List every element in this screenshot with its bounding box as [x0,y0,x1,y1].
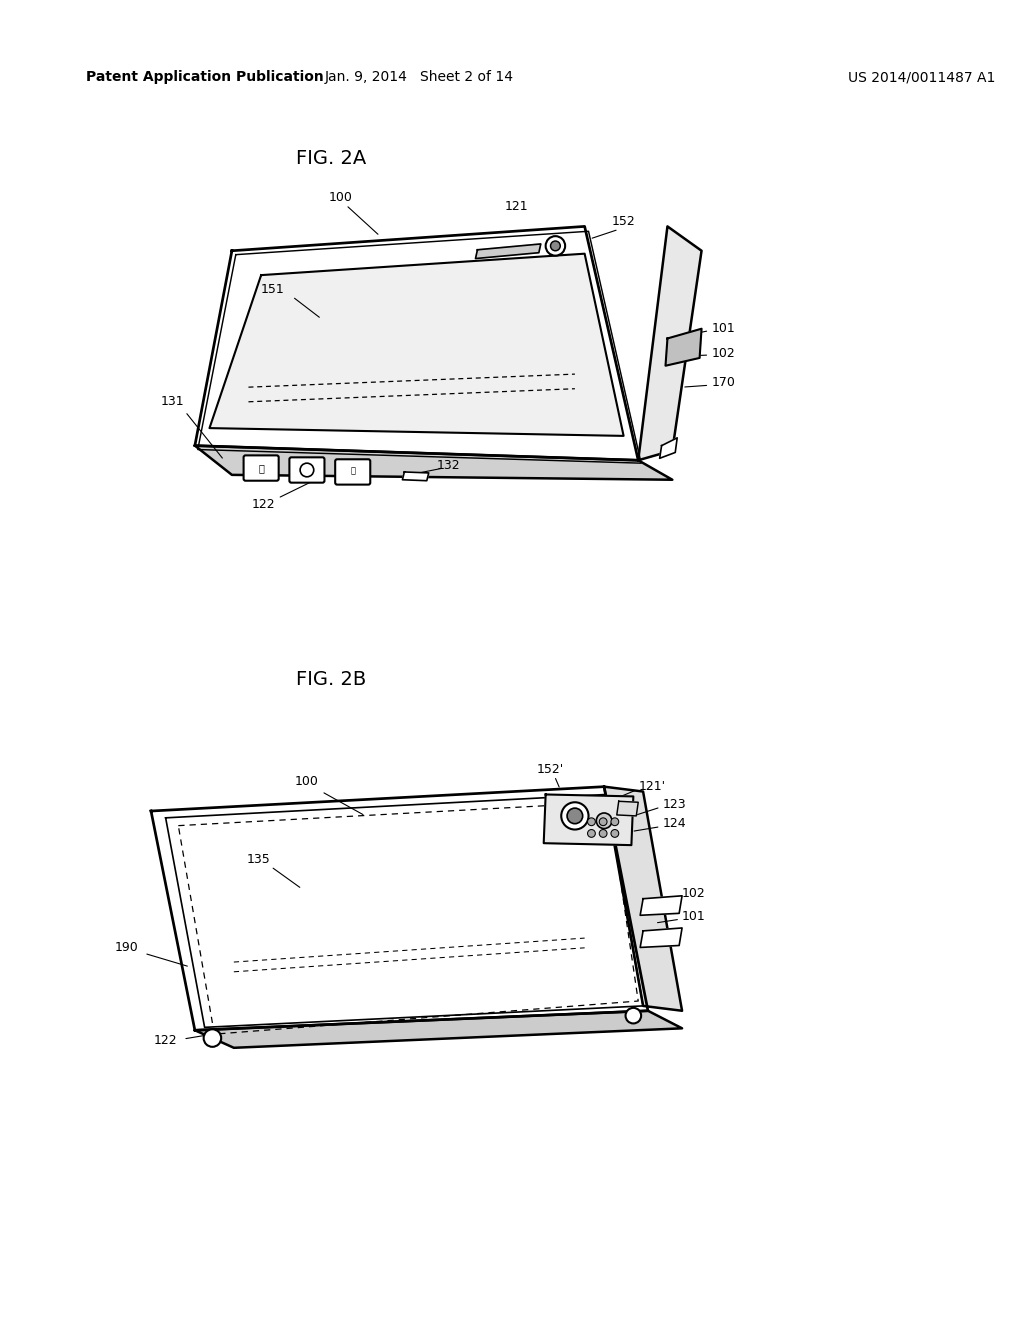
Polygon shape [640,928,682,948]
Polygon shape [666,329,701,366]
Polygon shape [604,787,682,1011]
Text: 101: 101 [682,909,706,923]
Text: 121': 121' [638,780,666,793]
Polygon shape [195,446,673,479]
Text: 131: 131 [161,395,184,408]
Text: 124: 124 [663,817,686,830]
Circle shape [588,829,595,837]
Polygon shape [640,896,682,915]
Text: 122: 122 [154,1034,177,1047]
FancyBboxPatch shape [244,455,279,480]
Text: 152: 152 [611,215,636,228]
Circle shape [611,829,618,837]
Circle shape [561,803,589,829]
Circle shape [204,1030,221,1047]
Circle shape [551,242,560,251]
Polygon shape [195,227,638,461]
Polygon shape [475,244,541,259]
Polygon shape [210,253,624,436]
Polygon shape [638,227,701,461]
Text: FIG. 2B: FIG. 2B [296,671,367,689]
FancyBboxPatch shape [335,459,371,484]
Polygon shape [402,473,429,480]
Text: 📞: 📞 [258,463,264,473]
Circle shape [567,808,583,824]
Text: 102: 102 [712,347,735,359]
Text: 102: 102 [682,887,706,900]
Text: Jan. 9, 2014   Sheet 2 of 14: Jan. 9, 2014 Sheet 2 of 14 [325,70,513,84]
Polygon shape [195,1011,682,1048]
Text: 100: 100 [295,775,318,788]
Circle shape [546,236,565,256]
Text: 132: 132 [436,458,460,471]
Text: 121: 121 [505,201,528,214]
Text: 101: 101 [712,322,735,335]
Text: 135: 135 [247,853,270,866]
Text: FIG. 2A: FIG. 2A [296,149,367,168]
Circle shape [300,463,313,477]
Text: Patent Application Publication: Patent Application Publication [86,70,324,84]
Circle shape [599,818,607,825]
Circle shape [611,818,618,825]
Text: 100: 100 [329,190,353,203]
Text: 📵: 📵 [350,466,355,475]
Text: 122: 122 [251,498,274,511]
FancyBboxPatch shape [290,457,325,483]
Circle shape [596,813,612,829]
Text: 152': 152' [537,763,564,776]
Polygon shape [616,801,638,816]
Circle shape [588,818,595,825]
Text: 151: 151 [261,284,285,296]
Polygon shape [544,795,634,845]
Text: 190: 190 [115,941,138,954]
Text: 170: 170 [712,376,735,389]
Circle shape [626,1008,641,1023]
Polygon shape [659,438,677,458]
Circle shape [599,829,607,837]
Text: US 2014/0011487 A1: US 2014/0011487 A1 [848,70,995,84]
Polygon shape [151,787,648,1031]
Text: 123: 123 [663,797,686,810]
